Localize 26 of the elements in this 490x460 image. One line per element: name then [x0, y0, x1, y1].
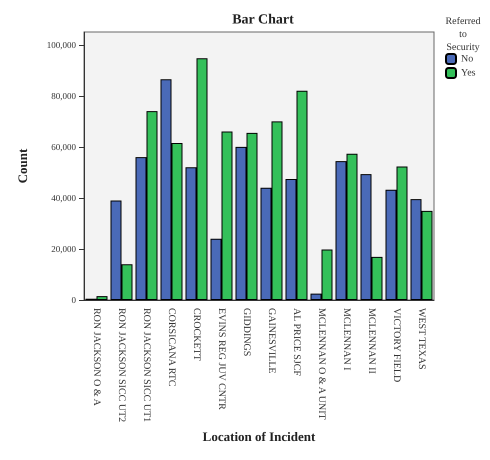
legend-label: Yes: [461, 68, 476, 78]
x-tick-label: CORSICANA RTC: [166, 308, 177, 387]
x-tick-label: GAINESVILLE: [266, 308, 277, 374]
x-tick-label: GIDDINGS: [241, 308, 252, 356]
x-tick-label: MCLENNAN II: [366, 308, 377, 374]
legend-title: Referred to Security: [446, 16, 480, 53]
x-tick-label: CROCKETT: [191, 308, 202, 361]
x-tick-label: WEST TEXAS: [416, 308, 427, 370]
y-tick-label: 100,000: [46, 40, 76, 50]
y-tick-label: 60,000: [51, 142, 76, 152]
y-tick-label: 0: [72, 295, 76, 305]
y-axis-title: Count: [15, 148, 30, 184]
chart-title: Bar Chart: [232, 12, 294, 28]
x-tick-label: VICTORY FIELD: [391, 308, 402, 382]
y-tick-label: 20,000: [51, 244, 76, 254]
y-tick-label: 80,000: [51, 90, 76, 101]
x-tick-label: RON JACKSON SICC UT2: [116, 308, 127, 422]
x-axis-title: Location of Incident: [202, 429, 316, 444]
x-tick-label: MCLENNAN O & A UNIT: [316, 308, 327, 420]
x-tick-label: RON JACKSON SICC UT1: [141, 308, 152, 422]
legend-label: No: [461, 54, 474, 64]
y-tick-label: 40,000: [51, 192, 76, 203]
x-tick-label: EVINS REG JUV CNTR: [216, 308, 227, 410]
x-tick-label: RON JACKSON O & A: [91, 308, 102, 407]
x-tick-label: MCLENNAN I: [341, 308, 352, 370]
x-tick-label: AL PRICE SJCF: [291, 308, 302, 376]
